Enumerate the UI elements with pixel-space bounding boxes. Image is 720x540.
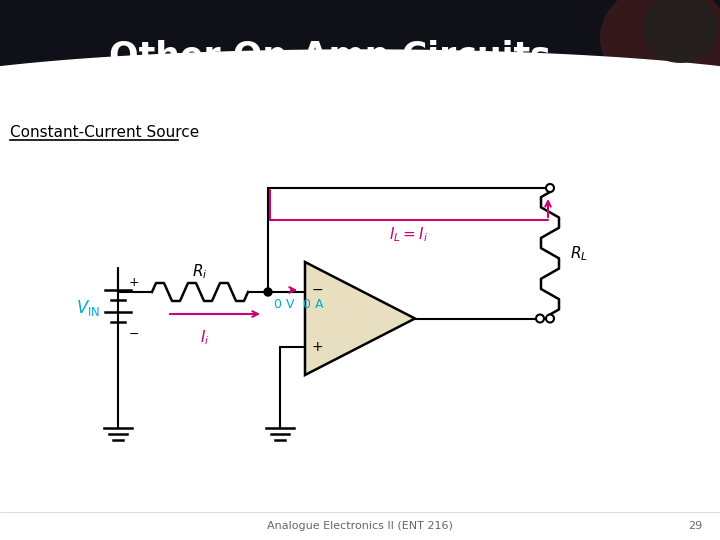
- Text: 0 A: 0 A: [303, 298, 323, 311]
- Text: +: +: [129, 275, 139, 288]
- Text: 0 V: 0 V: [274, 298, 294, 311]
- Text: 29: 29: [688, 521, 702, 531]
- Text: Constant-Current Source: Constant-Current Source: [10, 125, 199, 140]
- Text: −: −: [311, 284, 323, 297]
- Text: Analogue Electronics II (ENT 216): Analogue Electronics II (ENT 216): [267, 521, 453, 531]
- Circle shape: [546, 314, 554, 322]
- Text: −: −: [129, 327, 139, 341]
- Text: $I_L = I_i$: $I_L = I_i$: [390, 225, 428, 244]
- Circle shape: [264, 288, 272, 296]
- Ellipse shape: [600, 0, 720, 93]
- Ellipse shape: [642, 0, 718, 63]
- Text: $R_i$: $R_i$: [192, 262, 208, 281]
- Circle shape: [536, 314, 544, 322]
- Circle shape: [546, 184, 554, 192]
- Text: +: +: [311, 340, 323, 354]
- Text: Other Op-Amp Circuits: Other Op-Amp Circuits: [109, 40, 551, 74]
- Text: $V_\mathrm{IN}$: $V_\mathrm{IN}$: [76, 298, 100, 318]
- Text: $I_i$: $I_i$: [200, 328, 210, 347]
- FancyBboxPatch shape: [0, 0, 720, 105]
- Polygon shape: [305, 262, 415, 375]
- FancyBboxPatch shape: [0, 105, 720, 540]
- Polygon shape: [0, 50, 720, 105]
- Text: $R_L$: $R_L$: [570, 244, 588, 262]
